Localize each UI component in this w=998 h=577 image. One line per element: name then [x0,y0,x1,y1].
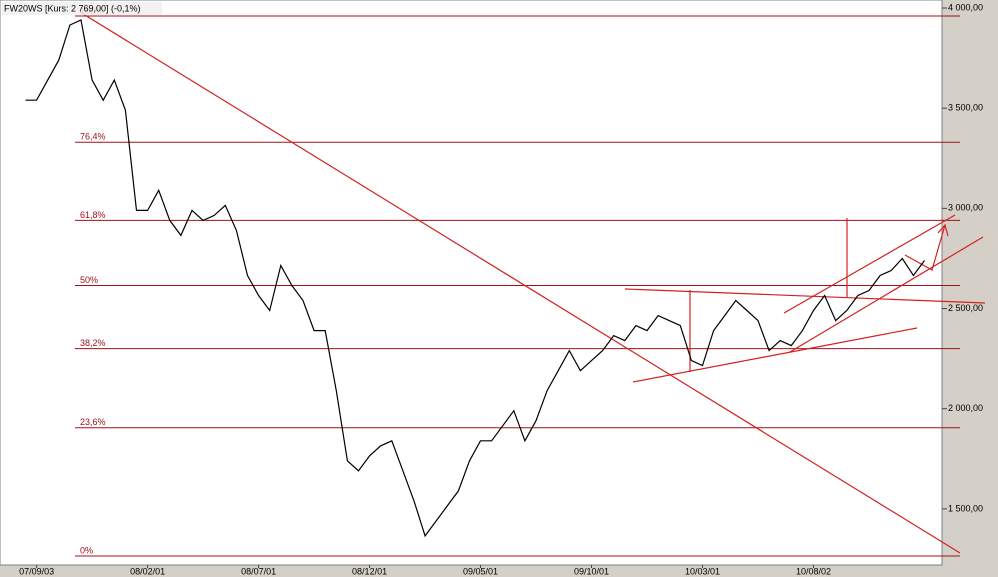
y-tick-label: 3 500,00 [948,103,983,113]
y-tick-label: 1 500,00 [948,503,983,513]
title-box [2,2,162,15]
fib-label: 23,6% [80,417,106,427]
trendline [79,11,961,554]
trendline [783,214,956,314]
x-tick-label: 07/09/03 [19,566,54,576]
arrow [904,224,946,271]
fib-label: 76,4% [80,132,106,142]
y-tick-label: 2 500,00 [948,303,983,313]
x-tick-label: 08/12/01 [352,566,387,576]
trendlines [79,11,986,554]
x-tick-label: 10/08/02 [796,566,831,576]
y-tick-label: 2 000,00 [948,403,983,413]
trendline [624,288,986,304]
axes: 1 500,00 2 000,00 2 500,00 3 000,00 3 500,00… [19,2,983,576]
x-tick-label: 09/10/01 [574,566,609,576]
x-tick-label: 08/02/01 [130,566,165,576]
trendline [789,236,984,353]
fib-levels: 100%76,4%61,8%50%38,2%23,6%0% [75,5,960,557]
plot-area [0,0,943,566]
y-tick-label: 4 000,00 [948,2,983,12]
y-tick-label: 3 000,00 [948,203,983,213]
fib-label: 38,2% [80,338,106,348]
x-tick-label: 09/05/01 [463,566,498,576]
x-tick-label: 08/07/01 [241,566,276,576]
fib-label: 61,8% [80,210,106,220]
fib-label: 50% [80,275,98,285]
price-line [25,19,925,538]
fib-label: 0% [80,545,93,555]
x-tick-label: 10/03/01 [685,566,720,576]
chart-title: FW20WS [Kurs: 2 769,00] (-0,1%) [4,3,141,13]
trendline [632,327,918,383]
arrow-head [937,223,949,237]
